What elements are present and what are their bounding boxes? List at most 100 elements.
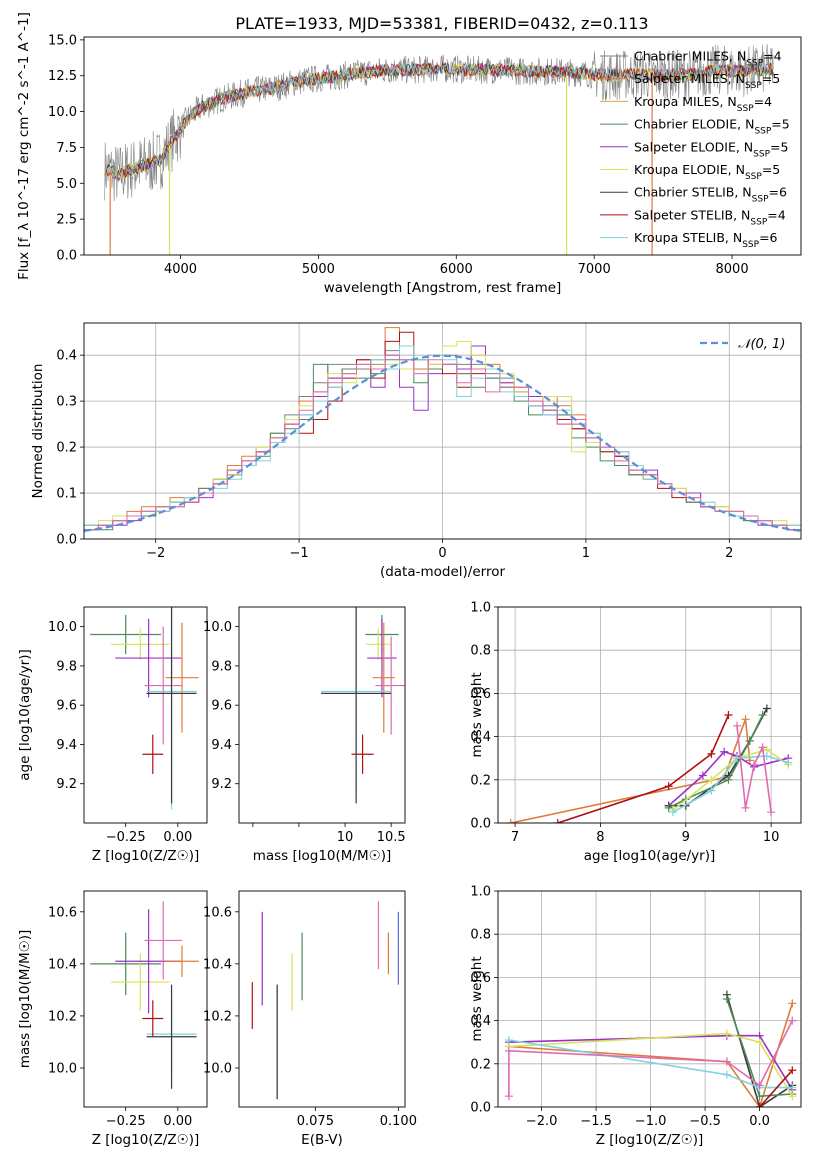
weight-marker <box>788 1092 797 1101</box>
y-tick-label: 0.0 <box>56 533 77 548</box>
y-axis-label: mass weight <box>469 672 485 757</box>
age-vs-Z-panel: −0.25 0.00 9.2 9.4 9.6 9.8 10.0 Z [log10(Z/Z☉)]… <box>17 606 208 864</box>
y-tick-label: 0.2 <box>470 1057 491 1072</box>
weight-marker <box>788 1066 797 1075</box>
x-tick-label: 10 <box>763 830 780 845</box>
errorbar-point <box>111 628 170 661</box>
weight-marker <box>755 1038 764 1047</box>
weight-marker <box>788 1083 797 1092</box>
weight-marker <box>724 711 733 719</box>
weight-series <box>732 721 776 817</box>
histogram-step <box>84 354 801 531</box>
residuals-legend: 𝒩(0, 1) <box>700 337 785 352</box>
y-tick-label: 10.2 <box>48 1009 77 1024</box>
legend-label: 𝒩(0, 1) <box>738 337 785 352</box>
errorbar-point <box>115 618 182 698</box>
y-tick-label: 10.0 <box>203 620 232 635</box>
weight-series <box>553 711 733 823</box>
x-tick-label: 6000 <box>440 262 473 277</box>
x-tick-label: 2 <box>725 546 733 561</box>
weight-marker <box>722 1057 731 1066</box>
legend-label: Kroupa STELIB, NSSP=6 <box>634 230 778 250</box>
legend-subscript: SSP <box>750 217 767 227</box>
x-axis-label: E(B-V) <box>301 1132 343 1148</box>
weight-marker <box>758 711 767 719</box>
y-tick-label: 10.4 <box>48 957 77 972</box>
x-tick-label: 0.075 <box>297 1114 334 1129</box>
y-tick-label: 9.4 <box>211 738 232 753</box>
y-tick-label: 0.4 <box>470 1014 491 1029</box>
x-tick-label: 8 <box>596 830 604 845</box>
weight-vs-age-plot-area <box>506 704 793 823</box>
legend-label: Salpeter ELODIE, NSSP=5 <box>634 139 788 159</box>
weight-vs-Z-panel: −2.0 −1.5 −1.0 −0.5 0.0 0.0 0.2 0.4 0.6 0.8 1.0 Z [… <box>469 885 802 1148</box>
y-tick-label: 0.2 <box>56 441 77 456</box>
x-tick-label: −0.5 <box>689 1114 721 1129</box>
errorbar-point <box>90 614 162 655</box>
legend-subscript: SSP <box>746 59 763 69</box>
errorbar-point <box>144 901 182 980</box>
legend-label: Salpeter MILES, NSSP=5 <box>634 71 780 91</box>
errorbar-point <box>367 618 397 698</box>
weight-marker <box>504 1046 513 1055</box>
weight-marker <box>741 715 750 724</box>
legend-subscript: SSP <box>737 104 754 114</box>
weight-marker <box>741 803 750 812</box>
weight-marker <box>722 1070 731 1079</box>
weight-line <box>508 1032 793 1097</box>
weight-marker <box>722 995 731 1003</box>
figure-title: PLATE=1933, MJD=53381, FIBERID=0432, z=0… <box>235 14 648 33</box>
axes-frame <box>238 890 406 1108</box>
age-vs-mass-plot-area <box>321 607 405 804</box>
weight-line <box>759 1069 793 1107</box>
weight-marker <box>755 1081 764 1090</box>
y-tick-label: 9.6 <box>56 699 77 714</box>
y-tick-label: 0.6 <box>470 971 491 986</box>
weight-series <box>664 711 767 812</box>
y-tick-label: 1.0 <box>470 885 491 900</box>
legend-subscript: SSP <box>752 195 769 205</box>
y-tick-label: 9.4 <box>56 738 77 753</box>
y-tick-label: 0.8 <box>470 644 491 659</box>
errorbar-point <box>142 1000 164 1037</box>
errorbar-point <box>142 734 164 774</box>
weight-series <box>504 1016 797 1101</box>
weight-marker <box>755 1103 764 1107</box>
y-axis-label: mass [log10(M/M☉)] <box>17 930 33 1069</box>
y-tick-label: 10.0 <box>48 620 77 635</box>
weight-marker <box>698 771 707 780</box>
y-tick-label: 10.0 <box>203 1061 232 1076</box>
weight-marker <box>758 743 767 752</box>
y-tick-label: 0.8 <box>470 928 491 943</box>
legend-label: Kroupa ELODIE, NSSP=5 <box>634 162 780 182</box>
errorbar-point <box>351 734 374 774</box>
weight-series <box>506 715 754 823</box>
y-tick-label: 9.8 <box>56 659 77 674</box>
x-axis-label: Z [log10(Z/Z☉)] <box>92 1132 200 1148</box>
y-tick-label: 10.6 <box>48 905 77 920</box>
y-tick-label: 0.0 <box>56 249 77 264</box>
errorbar-point <box>165 945 199 977</box>
age-vs-mass-panel: 10 10.5 9.2 9.4 9.6 9.8 10.0 mass [log10(M/M☉)] <box>203 606 406 864</box>
weight-marker <box>664 803 673 812</box>
y-tick-label: 0.3 <box>56 395 77 410</box>
x-axis-label: Z [log10(Z/Z☉)] <box>92 848 200 864</box>
x-tick-label: −1 <box>290 546 309 561</box>
legend-label: Salpeter STELIB, NSSP=4 <box>634 207 786 227</box>
weight-line <box>510 719 751 823</box>
weight-series <box>755 1066 797 1107</box>
errorbar-point <box>375 636 405 735</box>
y-tick-label: 0.2 <box>470 773 491 788</box>
spectrum-panel: 4000 5000 6000 7000 8000 0.0 2.5 5.0 7.5 10.0 12.5… <box>16 12 802 296</box>
errorbar-point <box>321 607 392 804</box>
spectrum-plot-area <box>104 43 774 255</box>
weight-marker <box>707 749 716 758</box>
y-tick-label: 10.4 <box>203 957 232 972</box>
x-tick-label: 10.5 <box>377 830 406 845</box>
y-tick-label: 9.2 <box>211 777 232 792</box>
x-axis-label: age [log10(age/yr)] <box>584 848 716 864</box>
axes-frame <box>83 322 802 540</box>
errorbar-point <box>165 622 199 733</box>
weight-marker <box>732 721 741 730</box>
